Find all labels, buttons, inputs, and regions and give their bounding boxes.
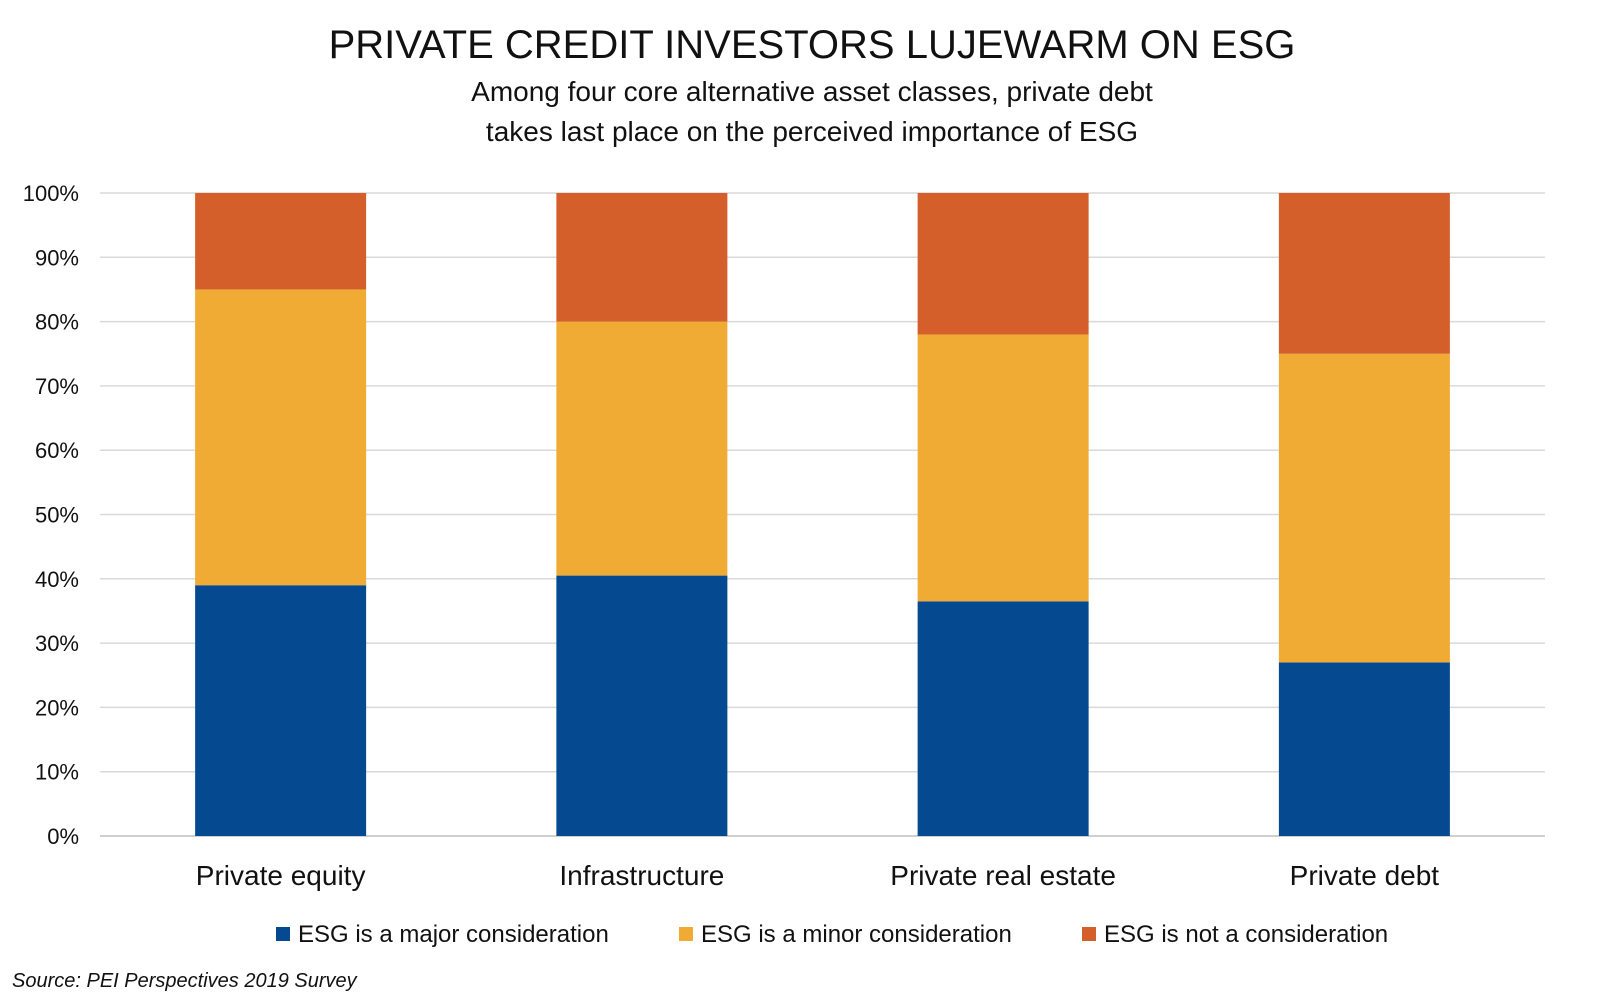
bar-segment-3-private-debt <box>1278 193 1450 354</box>
y-tick-label: 10% <box>35 760 79 785</box>
x-tick-label: Private equity <box>196 860 366 891</box>
y-tick-label: 50% <box>35 503 79 528</box>
legend-label: ESG is a major consideration <box>298 921 609 948</box>
x-tick-label: Private debt <box>1290 860 1440 891</box>
bar-segment-1-private-real-estate <box>917 601 1089 836</box>
legend-swatch <box>276 927 290 941</box>
y-tick-label: 100% <box>23 181 79 206</box>
y-tick-label: 70% <box>35 374 79 399</box>
legend-swatch <box>679 927 693 941</box>
bar-segment-1-private-debt <box>1278 662 1450 836</box>
legend-swatch <box>1082 927 1096 941</box>
y-axis-ticks: 0% 10% 20% 30% 40% 50% 60% 70% 80% 90% 100% <box>23 181 79 849</box>
chart-subtitle-line-2: takes last place on the perceived import… <box>486 116 1138 147</box>
bar-segment-3-private-equity <box>195 193 367 290</box>
bar-segment-2-private-debt <box>1278 353 1450 663</box>
bars <box>195 193 1450 836</box>
y-tick-label: 0% <box>47 824 79 849</box>
x-tick-label: Infrastructure <box>559 860 724 891</box>
source-note: Source: PEI Perspectives 2019 Survey <box>12 970 358 992</box>
y-tick-label: 80% <box>35 310 79 335</box>
legend: ESG is a major consideration ESG is a min… <box>276 921 1388 948</box>
y-tick-label: 20% <box>35 695 79 720</box>
y-tick-label: 90% <box>35 245 79 270</box>
x-axis-ticks: Private equity Infrastructure Private real… <box>196 860 1440 891</box>
legend-label: ESG is a minor consideration <box>701 921 1012 948</box>
bar-segment-1-infrastructure <box>556 575 728 836</box>
y-tick-label: 30% <box>35 631 79 656</box>
chart-subtitle-line-1: Among four core alternative asset classe… <box>471 76 1153 107</box>
bar-segment-1-private-equity <box>195 585 367 836</box>
y-tick-label: 60% <box>35 438 79 463</box>
chart-title: PRIVATE CREDIT INVESTORS LUJEWARM ON ESG <box>329 23 1296 67</box>
bar-segment-2-private-equity <box>195 289 367 586</box>
y-tick-label: 40% <box>35 567 79 592</box>
legend-label: ESG is not a consideration <box>1104 921 1388 948</box>
bar-segment-3-infrastructure <box>556 193 728 322</box>
bar-segment-2-private-real-estate <box>917 334 1089 602</box>
x-tick-label: Private real estate <box>890 860 1116 891</box>
bar-segment-3-private-real-estate <box>917 193 1089 335</box>
bar-segment-2-infrastructure <box>556 321 728 576</box>
